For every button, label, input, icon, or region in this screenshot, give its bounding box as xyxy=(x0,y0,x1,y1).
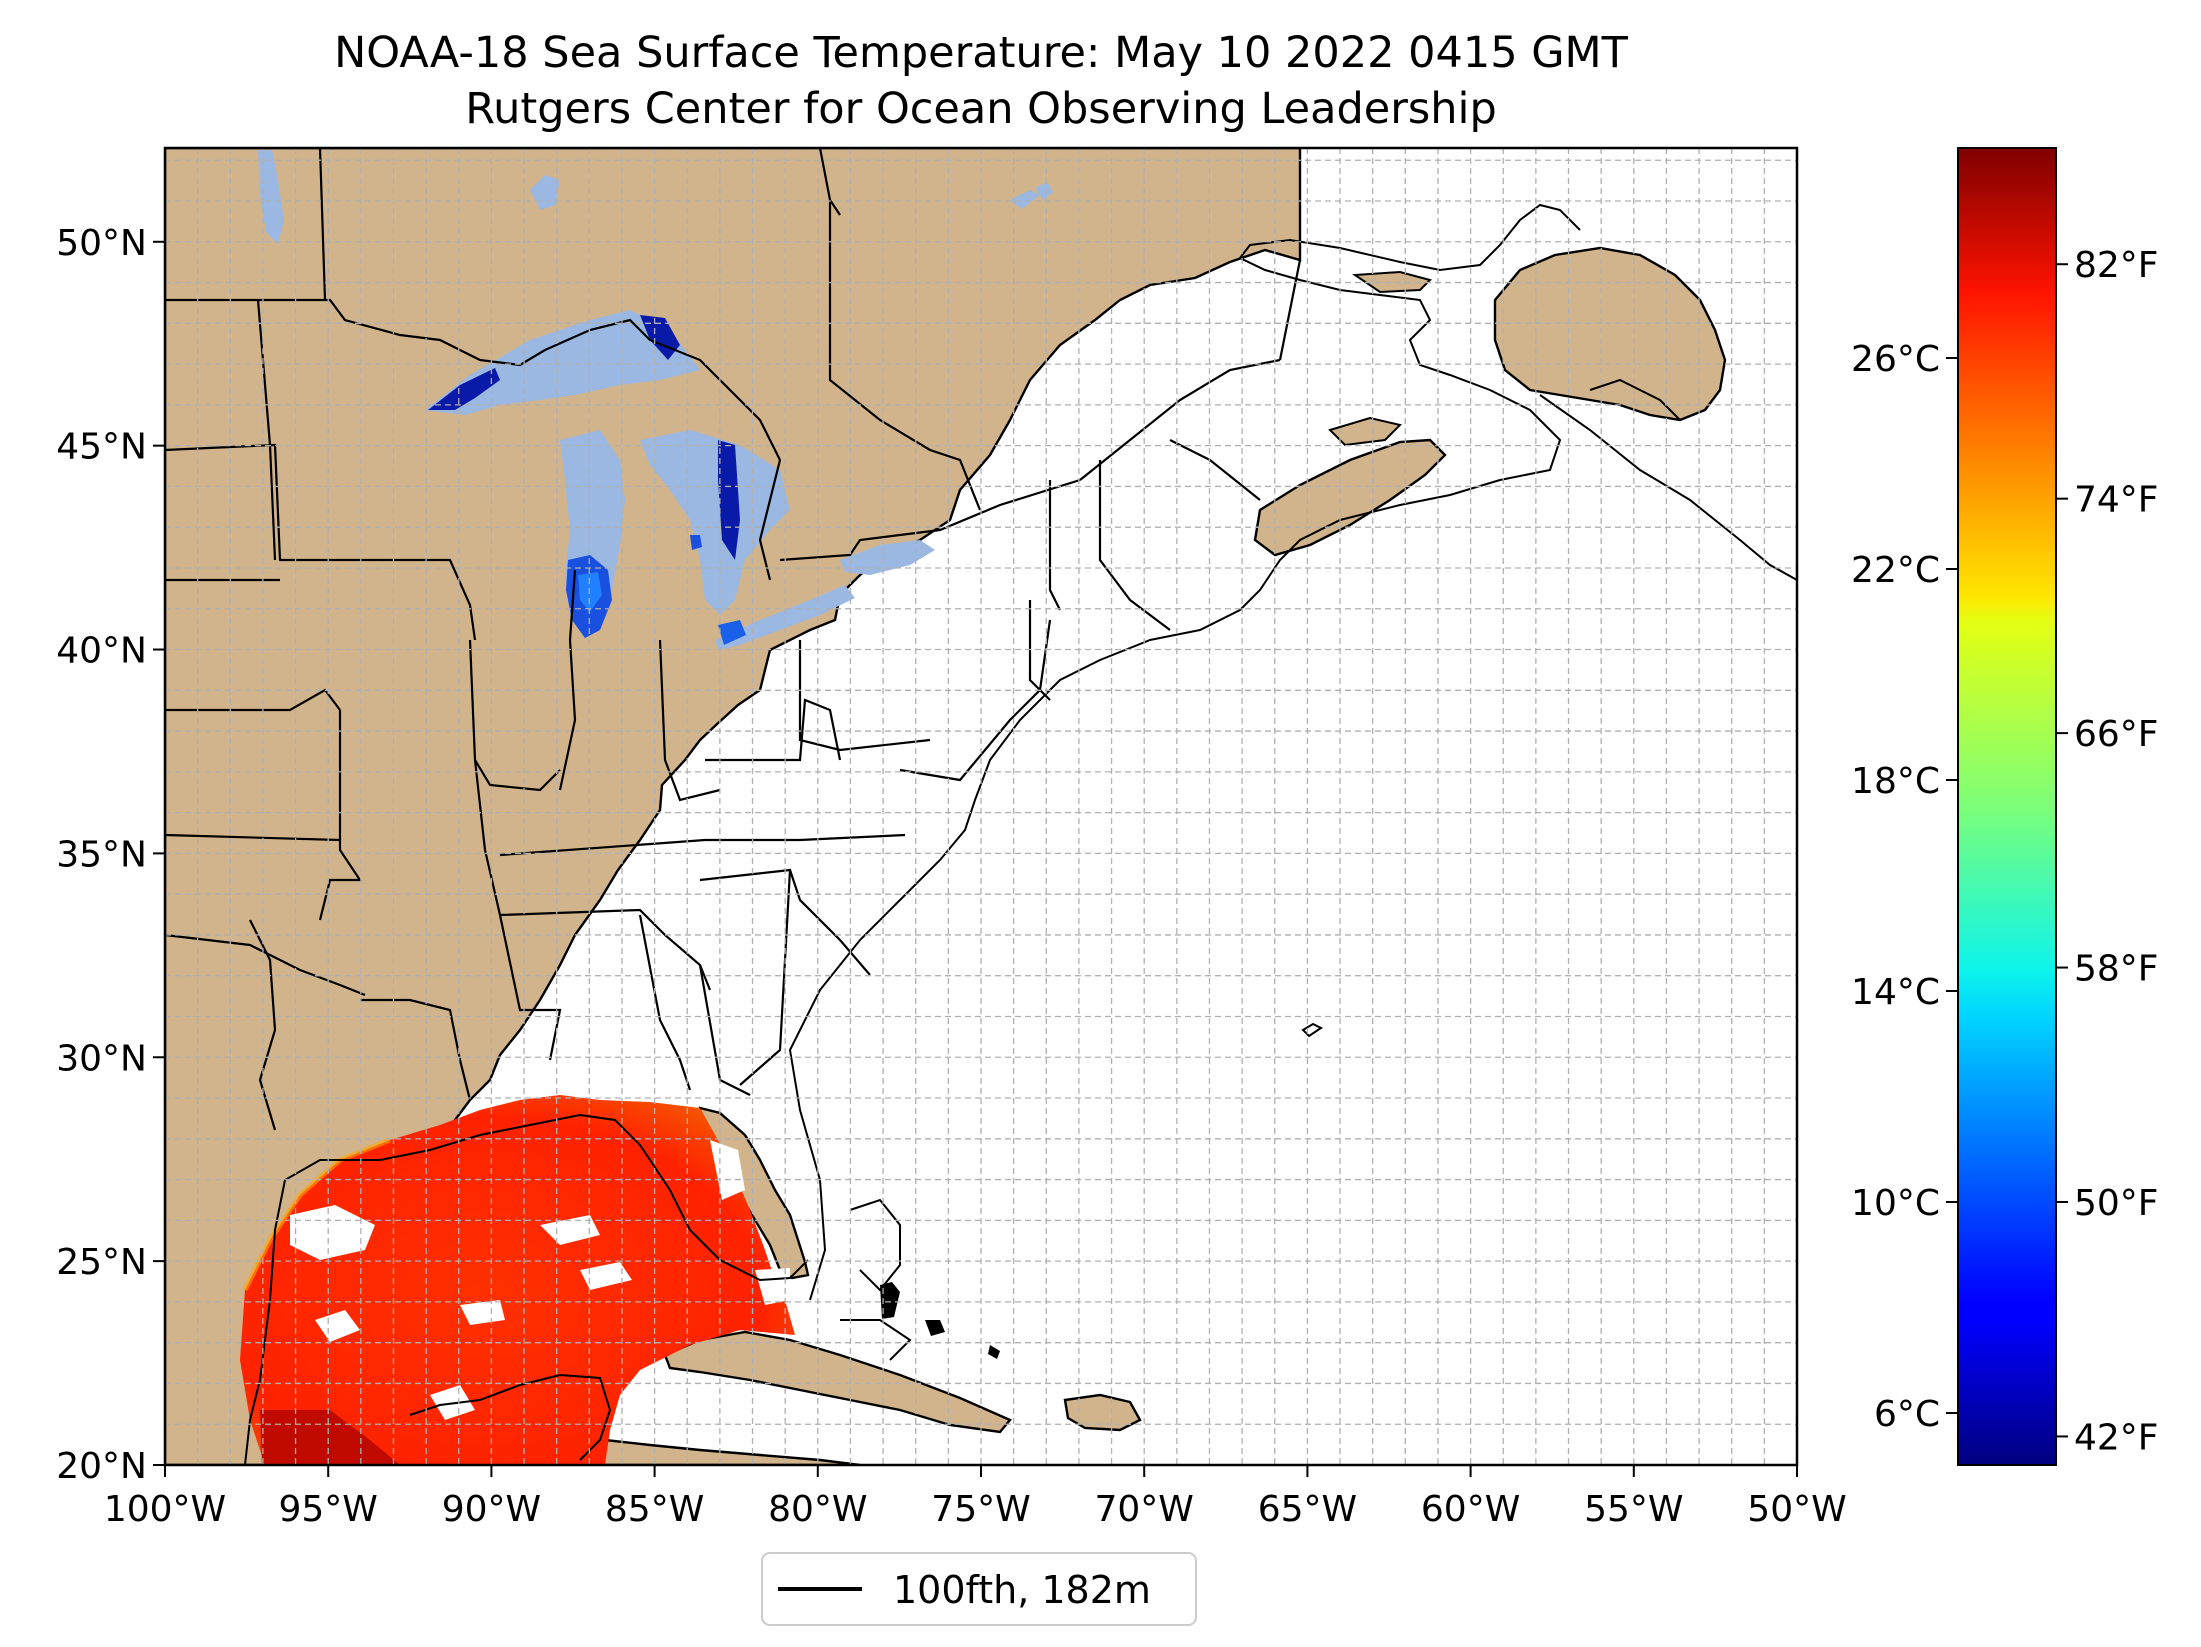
x-tick-label: 60°W xyxy=(1421,1489,1520,1530)
x-tick-label: 70°W xyxy=(1094,1489,1193,1530)
gulf-sst-edge xyxy=(242,1137,391,1292)
lake-erie-sst xyxy=(718,620,746,645)
lake-ontario xyxy=(840,540,935,575)
x-tick-label: 95°W xyxy=(278,1489,377,1530)
legend-label: 100fth, 182m xyxy=(893,1568,1151,1612)
cloud-patch xyxy=(580,1262,632,1290)
land-bahamas-3 xyxy=(988,1345,1000,1359)
y-tick-label: 35°N xyxy=(56,834,147,875)
colorbar xyxy=(1957,147,2057,1466)
cloud-patch xyxy=(650,1400,760,1425)
lat-lon-grid xyxy=(165,148,1797,1465)
gulf-sst xyxy=(240,1095,795,1465)
y-tick-label: 45°N xyxy=(56,427,147,468)
lake-superior xyxy=(425,310,700,415)
lake-winnipeg xyxy=(258,150,284,245)
cloud-patch xyxy=(540,1215,600,1245)
x-axis: 100°W 95°W 90°W 85°W 80°W 75°W 70°W 65°W 60°W 55°… xyxy=(104,1465,1847,1530)
y-tick-label: 25°N xyxy=(56,1242,147,1283)
lake-huron-spot-sst xyxy=(690,535,702,550)
lake-st-clair xyxy=(1035,182,1053,200)
x-tick-label: 100°W xyxy=(104,1489,226,1530)
lake-superior-sst xyxy=(428,368,500,410)
celsius-tick-label: 22°C xyxy=(1851,550,1940,591)
y-tick-label: 40°N xyxy=(56,631,147,672)
celsius-tick-label: 14°C xyxy=(1851,972,1940,1013)
lake-huron-sst xyxy=(718,440,740,560)
colorbar-celsius-axis: 6°C 10°C 14°C 18°C 22°C 26°C xyxy=(1851,339,1958,1435)
colorbar-fahrenheit-axis: 42°F 50°F 58°F 66°F 74°F 82°F xyxy=(2056,245,2159,1458)
y-tick-label: 20°N xyxy=(56,1446,147,1487)
land-pei xyxy=(1328,416,1402,447)
lake-erie xyxy=(715,585,855,650)
fahrenheit-tick-label: 82°F xyxy=(2074,245,2159,286)
cloud-patch xyxy=(315,1310,360,1342)
land-hispaniola xyxy=(1063,1393,1142,1432)
land-newfoundland xyxy=(1493,246,1727,422)
legend-box xyxy=(761,1552,1197,1626)
map-subtitle: Rutgers Center for Ocean Observing Leade… xyxy=(465,84,1497,134)
lake-huron xyxy=(640,430,790,615)
fahrenheit-tick-label: 42°F xyxy=(2074,1417,2159,1458)
fahrenheit-tick-label: 66°F xyxy=(2074,714,2159,755)
x-tick-label: 90°W xyxy=(442,1489,541,1530)
lake-sst xyxy=(428,315,746,645)
x-tick-label: 75°W xyxy=(931,1489,1030,1530)
cloud-patch xyxy=(290,1205,375,1260)
fahrenheit-tick-label: 58°F xyxy=(2074,949,2159,990)
celsius-tick-label: 26°C xyxy=(1851,339,1940,380)
map-title: NOAA-18 Sea Surface Temperature: May 10 … xyxy=(334,28,1628,78)
y-axis: 20°N 25°N 30°N 35°N 40°N 45°N 50°N xyxy=(56,223,165,1487)
cloud-patch xyxy=(710,1140,745,1200)
y-tick-label: 50°N xyxy=(56,223,147,264)
cloud-patch xyxy=(460,1300,505,1325)
lake-mistassini xyxy=(1010,190,1040,209)
land-central-america xyxy=(598,1438,861,1465)
y-tick-label: 30°N xyxy=(56,1038,147,1079)
isobath-100fth xyxy=(244,203,1798,1466)
x-tick-label: 65°W xyxy=(1258,1489,1357,1530)
celsius-tick-label: 10°C xyxy=(1851,1183,1940,1224)
x-tick-label: 85°W xyxy=(605,1489,704,1530)
land-nova-scotia xyxy=(1253,438,1447,557)
land-bahamas-2 xyxy=(925,1320,945,1336)
fahrenheit-tick-label: 74°F xyxy=(2074,480,2159,521)
x-tick-label: 55°W xyxy=(1584,1489,1683,1530)
fahrenheit-tick-label: 50°F xyxy=(2074,1183,2159,1224)
cloud-patch xyxy=(755,1268,790,1305)
x-tick-label: 50°W xyxy=(1747,1489,1846,1530)
land-cuba xyxy=(663,1330,1012,1434)
lake-michigan-core-sst xyxy=(578,572,602,612)
legend: 100fth, 182m xyxy=(761,1552,1197,1626)
celsius-tick-label: 18°C xyxy=(1851,761,1940,802)
land-bahamas-1 xyxy=(880,1282,900,1319)
land-anticosti xyxy=(1352,270,1432,294)
x-tick-label: 80°W xyxy=(768,1489,867,1530)
celsius-tick-label: 6°C xyxy=(1874,1394,1940,1435)
